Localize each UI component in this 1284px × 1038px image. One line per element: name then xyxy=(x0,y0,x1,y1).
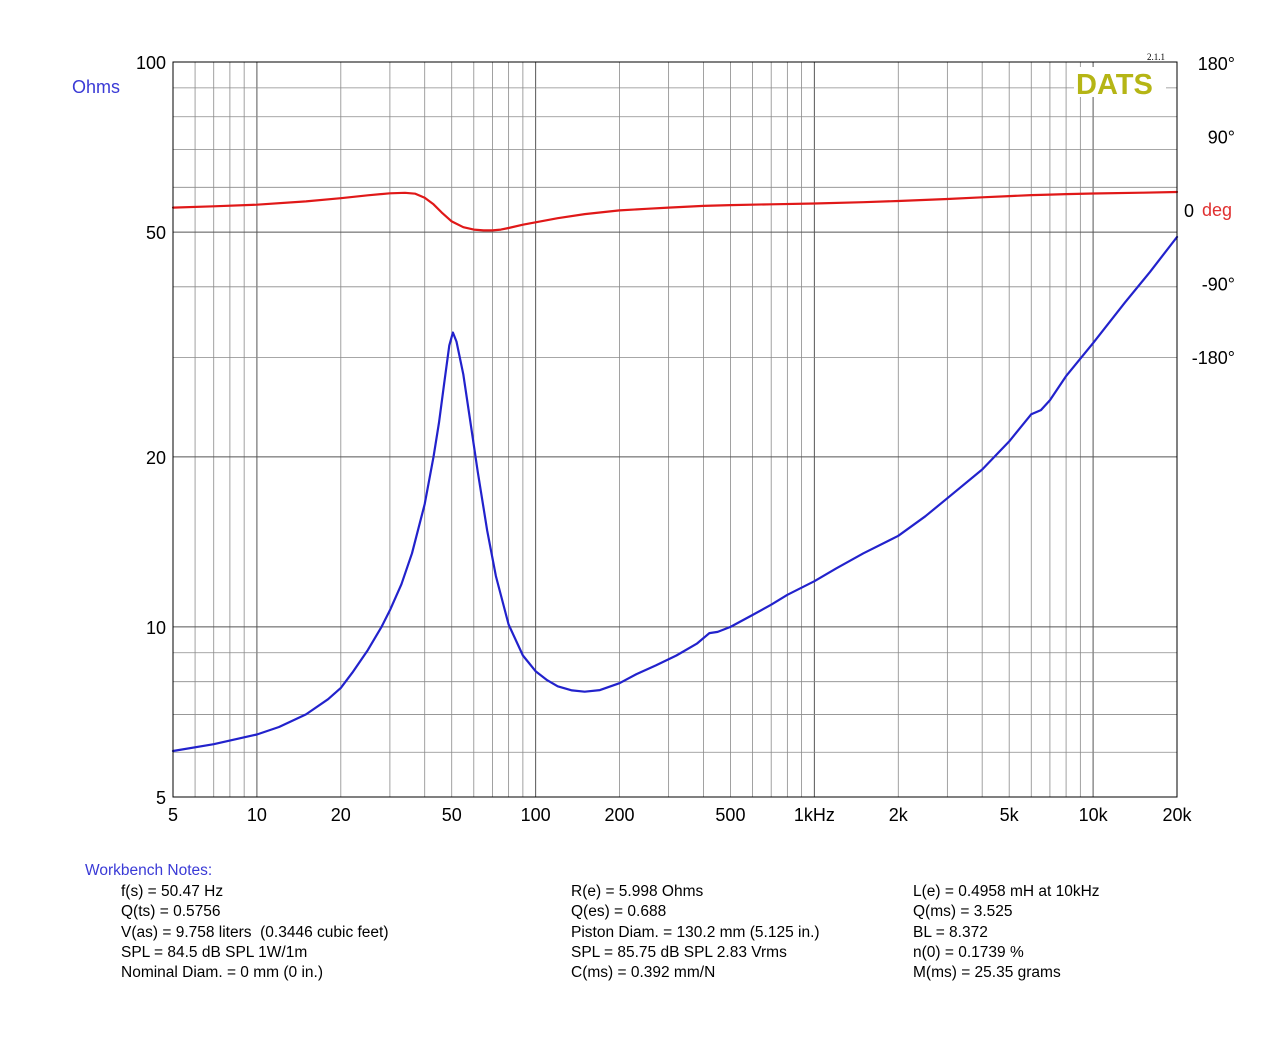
note-fs: f(s) = 50.47 Hz xyxy=(121,883,224,900)
y-left-tick-label: 20 xyxy=(146,448,166,468)
note-spl-283: SPL = 85.75 dB SPL 2.83 Vrms xyxy=(571,943,787,961)
notes-column-2: R(e) = 5.998 Ohms Q(es) = 0.688 Piston D… xyxy=(571,882,820,983)
note-qms: Q(ms) = 3.525 xyxy=(913,903,1013,921)
notes-title: Workbench Notes: xyxy=(85,862,213,879)
notes-column-3: L(e) = 0.4958 mH at 10kHz Q(ms) = 3.525 … xyxy=(913,882,1100,983)
note-re: R(e) = 5.998 Ohms xyxy=(571,883,704,900)
note-bl: BL = 8.372 xyxy=(913,923,988,941)
x-tick-label: 20k xyxy=(1162,805,1192,825)
y-right-tick-label: 180° xyxy=(1198,54,1235,74)
note-qes: Q(es) = 0.688 xyxy=(571,903,667,921)
x-tick-label: 500 xyxy=(715,805,745,825)
impedance-curve xyxy=(171,235,1179,753)
note-mms: M(ms) = 25.35 grams xyxy=(913,964,1061,982)
note-n0: n(0) = 0.1739 % xyxy=(913,943,1024,961)
note-nominal-diam: Nominal Diam. = 0 mm (0 in.) xyxy=(121,964,323,982)
x-tick-label: 200 xyxy=(605,805,635,825)
note-qts: Q(ts) = 0.5756 xyxy=(121,903,221,921)
logo-text: DATS xyxy=(1076,69,1153,101)
y-right-tick-label: -180° xyxy=(1192,348,1235,368)
phase-curve xyxy=(171,190,1179,232)
note-spl-1w: SPL = 84.5 dB SPL 1W/1m xyxy=(121,943,308,961)
y-left-tick-label: 5 xyxy=(156,788,166,808)
dats-logo: DATS 2.1.1 xyxy=(1074,52,1166,101)
grid xyxy=(173,62,1177,797)
x-tick-label: 10k xyxy=(1079,805,1109,825)
y-left-tick-label: 10 xyxy=(146,618,166,638)
notes-column-1: f(s) = 50.47 Hz Q(ts) = 0.5756 V(as) = 9… xyxy=(121,882,389,983)
logo-version: 2.1.1 xyxy=(1147,52,1165,62)
plot-frame xyxy=(172,61,1178,798)
y-left-tick-label: 100 xyxy=(136,53,166,73)
y-right-axis-label: deg xyxy=(1202,200,1232,220)
x-tick-label: 20 xyxy=(331,805,351,825)
logo-box xyxy=(1074,67,1166,97)
y-left-tick-labels: 100 50 20 10 5 xyxy=(136,53,166,808)
x-tick-labels: 5 10 20 50 100 200 500 1kHz 2k 5k 10k 20k xyxy=(168,805,1193,825)
y-left-tick-label: 50 xyxy=(146,223,166,243)
x-tick-label: 100 xyxy=(521,805,551,825)
note-cms: C(ms) = 0.392 mm/N xyxy=(571,964,716,982)
y-right-tick-label: -90° xyxy=(1202,275,1235,295)
x-tick-label: 1kHz xyxy=(794,805,835,825)
note-vas: V(as) = 9.758 liters (0.3446 cubic feet) xyxy=(121,923,389,941)
deg-label: deg xyxy=(1202,200,1232,220)
x-tick-label: 5k xyxy=(1000,805,1020,825)
series-layer xyxy=(171,190,1179,753)
y-right-tick-label: 0 xyxy=(1184,201,1194,221)
x-tick-label: 5 xyxy=(168,805,178,825)
note-piston-diam: Piston Diam. = 130.2 mm (5.125 in.) xyxy=(571,923,820,941)
y-right-tick-label: 90° xyxy=(1208,128,1235,148)
x-tick-label: 2k xyxy=(889,805,909,825)
x-tick-label: 50 xyxy=(442,805,462,825)
impedance-phase-chart: 5 10 20 50 100 200 500 1kHz 2k 5k 10k 20k 100502010… xyxy=(72,52,1235,825)
x-tick-label: 10 xyxy=(247,805,267,825)
y-left-axis-label: Ohms xyxy=(72,77,120,97)
note-le: L(e) = 0.4958 mH at 10kHz xyxy=(913,883,1100,900)
y-right-tick-labels: 180° 90° 0 -90° -180° xyxy=(1184,54,1235,368)
